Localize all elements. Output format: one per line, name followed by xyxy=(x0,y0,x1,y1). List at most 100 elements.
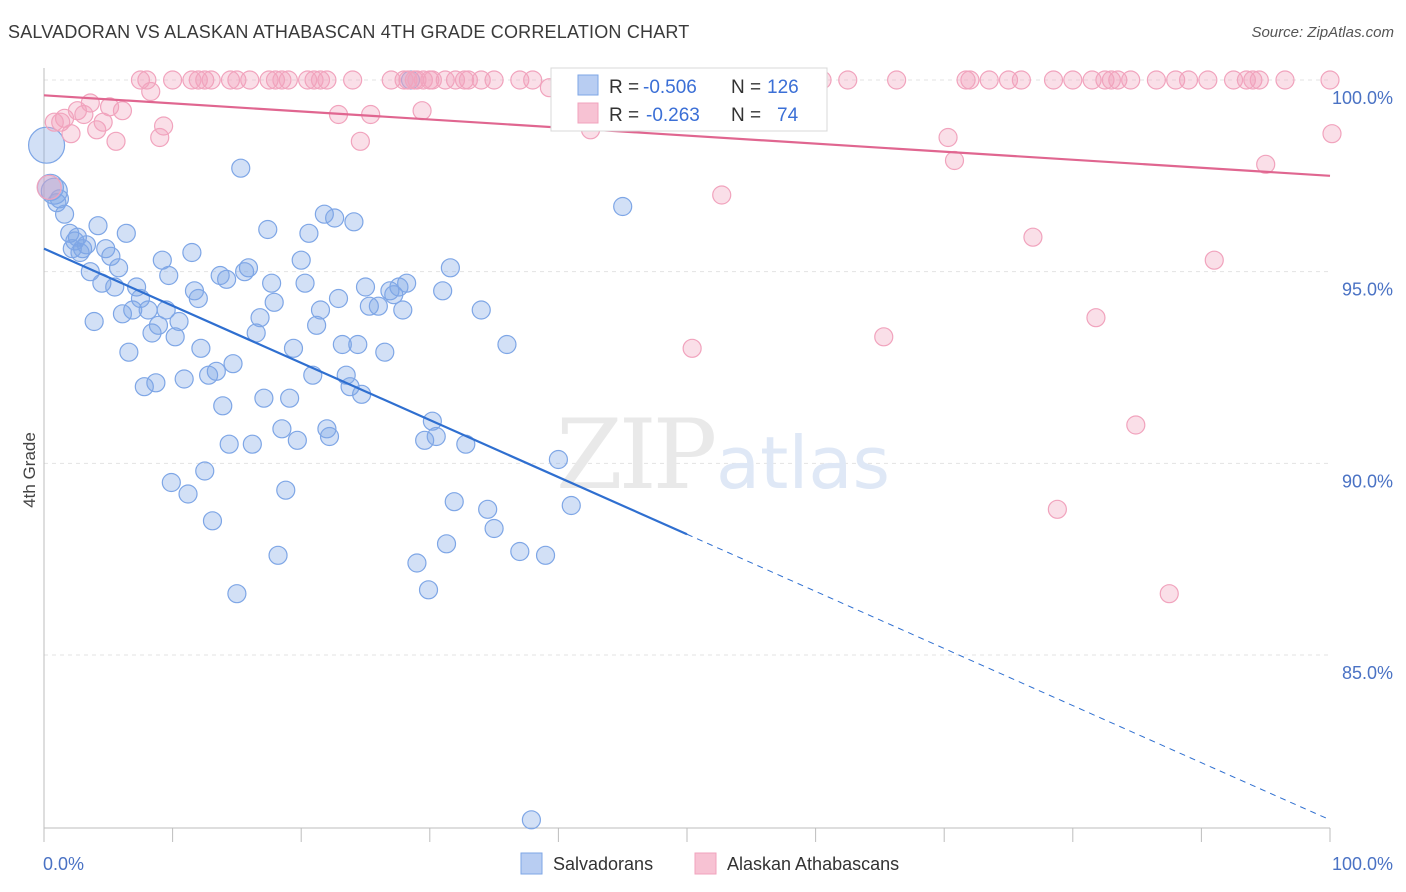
salvadoran-point-53 xyxy=(227,584,247,604)
salvadoran-point-81 xyxy=(332,334,352,355)
salvadoran-point-87 xyxy=(355,277,376,297)
alaskan-point-73 xyxy=(887,70,907,90)
alaskan-point-71 xyxy=(838,70,858,90)
alaskan-point-32 xyxy=(310,70,331,90)
salvadoran-point-79 xyxy=(325,208,345,228)
y-tick-labels: 100.0% 95.0% 90.0% 85.0% xyxy=(1332,88,1393,683)
salvadoran-point-47 xyxy=(206,361,226,381)
alaskan-point-1 xyxy=(44,112,64,132)
alaskan-point-92 xyxy=(1146,70,1166,90)
alaskan-point-23 xyxy=(220,70,241,90)
legend-r-value-1: -0.263 xyxy=(646,105,700,126)
alaskan-point-50 xyxy=(412,101,432,121)
alaskan-point-52 xyxy=(435,70,455,90)
alaskan-point-6 xyxy=(74,104,94,125)
alaskan-point-93 xyxy=(1159,584,1179,604)
alaskan-point-77 xyxy=(960,70,980,90)
salvadoran-point-64 xyxy=(268,545,288,565)
alaskan-point-96 xyxy=(1198,70,1218,90)
legend-box: R = -0.506 N = 126 R = -0.263 N = 74 xyxy=(550,67,828,132)
salvadoran-point-0 xyxy=(27,126,66,164)
salvadoran-point-109 xyxy=(484,518,504,539)
watermark-atlas: atlas xyxy=(716,421,890,505)
x-tick-label-0: 0.0% xyxy=(43,854,84,874)
salvadoran-point-101 xyxy=(426,426,446,447)
salvadoran-point-56 xyxy=(238,258,259,278)
salvadoran-point-74 xyxy=(307,315,327,335)
y-axis-label: 4th Grade xyxy=(20,432,39,508)
trend-line-1 xyxy=(43,94,1331,177)
salvadoran-point-23 xyxy=(119,342,139,362)
source-credit: Source: ZipAtlas.com xyxy=(1251,24,1394,41)
alaskan-point-17 xyxy=(153,116,174,136)
salvadoran-point-43 xyxy=(191,338,211,358)
legend-r-label-0: R = xyxy=(609,77,639,98)
trend-lines xyxy=(43,94,1331,821)
salvadoran-point-57 xyxy=(242,434,262,454)
salvadoran-point-67 xyxy=(280,388,300,408)
alaskan-point-100 xyxy=(1243,70,1263,90)
legend-n-label-0: N = xyxy=(731,77,761,98)
salvadoran-point-61 xyxy=(258,219,278,240)
salvadoran-point-52 xyxy=(223,354,243,374)
y-tick-label-0: 100.0% xyxy=(1332,88,1393,108)
salvadoran-point-77 xyxy=(317,419,337,439)
salvadoran-point-99 xyxy=(418,580,439,600)
bottom-legend-swatch-alaskan xyxy=(694,852,717,875)
bottom-legend-label-alaskan: Alaskan Athabascans xyxy=(727,854,899,874)
alaskan-point-34 xyxy=(343,70,363,90)
alaskan-point-11 xyxy=(106,131,126,151)
alaskan-point-95 xyxy=(1178,70,1199,90)
salvadoran-point-94 xyxy=(393,300,413,320)
alaskan-point-53 xyxy=(454,70,475,90)
alaskan-point-101 xyxy=(1249,70,1269,90)
y-tick-label-3: 85.0% xyxy=(1342,663,1393,683)
salvadoran-point-44 xyxy=(195,461,215,481)
salvadoran-point-108 xyxy=(478,499,498,519)
alaskan-point-86 xyxy=(1086,308,1106,328)
legend-swatch-alaskan xyxy=(577,102,599,124)
salvadoran-point-121 xyxy=(613,196,633,217)
salvadoran-point-63 xyxy=(264,292,284,312)
salvadoran-point-31 xyxy=(148,315,169,335)
salvadoran-point-40 xyxy=(182,242,202,263)
alaskan-point-83 xyxy=(1063,70,1083,90)
salvadoran-point-71 xyxy=(295,273,315,293)
alaskan-point-81 xyxy=(1023,227,1043,247)
alaskan-point-102 xyxy=(1256,154,1276,174)
salvadoran-point-78 xyxy=(319,426,340,447)
alaskan-point-75 xyxy=(944,150,965,171)
salvadoran-point-11 xyxy=(72,239,93,259)
series-1-points xyxy=(36,70,1342,604)
alaskan-point-68 xyxy=(712,185,732,205)
watermark-zip: ZIP xyxy=(556,399,715,511)
legend-swatch-salvadorans xyxy=(577,74,599,96)
legend-r-label-1: R = xyxy=(609,105,639,126)
alaskan-point-25 xyxy=(240,70,260,90)
bottom-legend-label-salvadorans: Salvadorans xyxy=(553,854,653,874)
salvadoran-point-68 xyxy=(283,338,304,358)
salvadoran-point-49 xyxy=(213,396,233,416)
alaskan-point-4 xyxy=(61,124,81,144)
alaskan-point-14 xyxy=(137,70,157,90)
salvadoran-point-29 xyxy=(142,323,162,343)
salvadoran-point-103 xyxy=(436,534,457,554)
alaskan-point-10 xyxy=(99,97,120,117)
alaskan-point-103 xyxy=(1275,70,1295,90)
salvadoran-point-104 xyxy=(440,258,460,278)
alaskan-point-67 xyxy=(682,338,702,358)
salvadoran-point-51 xyxy=(219,434,239,454)
salvadoran-point-39 xyxy=(178,484,198,504)
trend-line-0 xyxy=(43,247,688,536)
salvadoran-point-115 xyxy=(561,495,581,516)
salvadoran-point-46 xyxy=(202,511,223,531)
legend-n-value-0: 126 xyxy=(767,77,799,98)
alaskan-point-48 xyxy=(398,70,418,90)
alaskan-point-0 xyxy=(36,174,62,200)
salvadoran-point-22 xyxy=(116,223,136,243)
salvadoran-point-98 xyxy=(415,430,435,450)
bottom-legend-swatch-salvadorans xyxy=(520,852,543,875)
x-tick-label-100: 100.0% xyxy=(1332,854,1393,874)
salvadoran-point-111 xyxy=(510,541,530,562)
